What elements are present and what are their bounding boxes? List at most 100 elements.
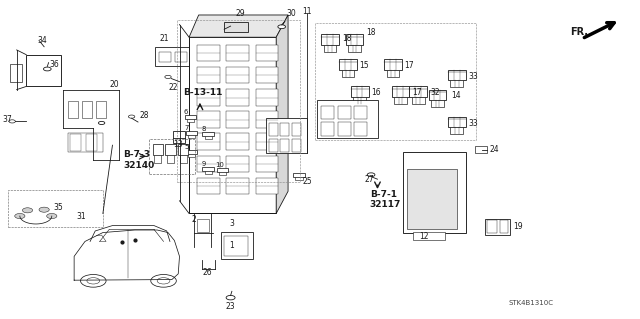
Circle shape xyxy=(129,115,135,118)
Bar xyxy=(197,219,209,232)
Text: 10: 10 xyxy=(215,162,224,168)
Bar xyxy=(392,86,410,97)
Bar xyxy=(500,220,508,233)
Bar xyxy=(195,58,206,64)
Text: 11: 11 xyxy=(302,7,312,16)
Bar xyxy=(226,133,249,150)
Text: 27: 27 xyxy=(365,175,374,184)
Text: 13: 13 xyxy=(173,140,183,149)
Bar xyxy=(269,139,278,152)
Bar xyxy=(293,173,305,177)
Circle shape xyxy=(278,25,285,29)
Bar xyxy=(226,89,249,106)
Bar xyxy=(180,155,187,163)
Bar xyxy=(321,34,339,45)
Bar xyxy=(474,146,487,153)
Text: B-7-3: B-7-3 xyxy=(124,150,150,159)
Bar xyxy=(431,100,444,107)
Bar xyxy=(196,156,220,172)
Bar xyxy=(355,122,367,136)
Bar xyxy=(387,70,399,77)
Text: 5: 5 xyxy=(184,145,189,151)
Text: 35: 35 xyxy=(53,203,63,211)
Bar xyxy=(196,89,220,106)
Text: 21: 21 xyxy=(159,34,168,43)
Text: 37: 37 xyxy=(3,115,12,124)
Bar xyxy=(186,150,197,154)
Bar xyxy=(156,48,195,66)
Text: 14: 14 xyxy=(451,92,461,100)
Bar xyxy=(8,190,103,227)
Text: 28: 28 xyxy=(140,111,149,120)
Bar xyxy=(196,67,220,83)
Bar xyxy=(269,123,278,136)
Text: 30: 30 xyxy=(287,9,296,18)
Circle shape xyxy=(22,208,33,213)
Bar xyxy=(153,144,163,155)
Bar xyxy=(226,111,249,128)
Circle shape xyxy=(39,207,49,212)
Bar xyxy=(255,111,278,128)
Bar xyxy=(221,232,253,259)
Bar xyxy=(448,70,466,80)
Circle shape xyxy=(81,274,106,287)
Bar xyxy=(68,101,78,118)
Bar xyxy=(338,106,351,119)
Text: 32140: 32140 xyxy=(124,161,154,170)
Bar xyxy=(255,67,278,83)
Bar xyxy=(451,80,463,87)
Text: B-7-1: B-7-1 xyxy=(370,190,397,199)
Text: 3: 3 xyxy=(229,219,234,228)
Bar xyxy=(394,97,407,104)
Text: 1: 1 xyxy=(229,241,234,250)
Bar xyxy=(324,45,337,51)
Circle shape xyxy=(226,295,235,300)
Bar xyxy=(187,119,194,122)
Bar xyxy=(196,45,220,61)
Circle shape xyxy=(44,67,51,71)
Text: 36: 36 xyxy=(49,60,59,69)
Bar xyxy=(226,178,249,195)
Bar xyxy=(338,122,351,136)
Bar xyxy=(154,155,161,163)
Bar xyxy=(255,178,278,195)
Circle shape xyxy=(157,278,170,284)
Text: 16: 16 xyxy=(371,88,381,97)
Bar xyxy=(351,86,369,97)
Text: 24: 24 xyxy=(489,145,499,154)
Bar xyxy=(10,64,22,82)
Bar xyxy=(355,106,367,119)
Text: 12: 12 xyxy=(419,232,429,241)
Bar xyxy=(196,133,220,150)
Bar xyxy=(339,59,357,70)
Bar xyxy=(70,134,81,151)
Bar xyxy=(173,131,184,143)
Bar xyxy=(413,232,445,241)
Text: 17: 17 xyxy=(413,88,422,97)
Bar xyxy=(348,45,361,51)
Circle shape xyxy=(9,120,15,123)
Bar xyxy=(68,133,103,152)
Bar xyxy=(202,132,214,136)
Bar xyxy=(218,172,226,175)
Bar xyxy=(188,154,195,157)
Bar xyxy=(451,128,463,134)
Text: 17: 17 xyxy=(404,61,414,70)
Bar xyxy=(295,177,303,180)
Bar xyxy=(96,101,106,118)
Circle shape xyxy=(151,274,176,287)
Bar xyxy=(189,37,276,213)
Text: 22: 22 xyxy=(169,83,178,92)
Bar xyxy=(255,45,278,61)
Text: 18: 18 xyxy=(342,34,351,43)
Bar xyxy=(342,70,355,77)
Bar xyxy=(149,139,195,174)
Polygon shape xyxy=(276,15,288,213)
Text: 23: 23 xyxy=(226,302,236,311)
Bar xyxy=(292,139,301,152)
Bar xyxy=(255,133,278,150)
Bar xyxy=(224,236,248,256)
Bar xyxy=(321,122,334,136)
Bar xyxy=(255,89,278,106)
Bar xyxy=(205,171,212,174)
